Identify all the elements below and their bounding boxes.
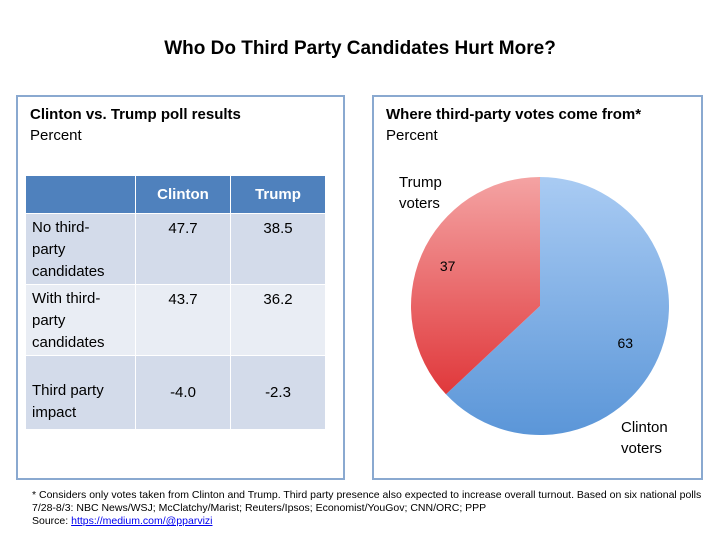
trump-value: -2.3 (230, 355, 326, 430)
label-line: voters (621, 440, 662, 457)
pie-chart: 63 37 (411, 177, 669, 435)
table-row: No third- party candidates 47.7 38.5 (25, 213, 326, 285)
row-label-line: Third party (32, 382, 104, 399)
trump-voters-label: Trump voters (399, 172, 442, 214)
label-line: Trump (399, 174, 442, 191)
page-title: Who Do Third Party Candidates Hurt More? (164, 38, 556, 59)
clinton-value: 43.7 (135, 284, 231, 356)
source-label: Source: (32, 515, 72, 527)
pie-subtitle: Percent (386, 127, 438, 144)
label-line: voters (399, 195, 440, 212)
trump-value: 38.5 (230, 213, 326, 285)
row-label-line: No third- (32, 219, 90, 236)
table-row: Third party impact -4.0 -2.3 (25, 355, 326, 430)
label-line: Clinton (621, 419, 668, 436)
table-subtitle: Percent (30, 127, 82, 144)
row-label: No third- party candidates (25, 213, 136, 285)
row-label-line: candidates (32, 263, 105, 280)
table-title: Clinton vs. Trump poll results (30, 106, 241, 123)
source-link[interactable]: https://medium.com/@pparvizi (71, 515, 213, 527)
clinton-slice-value: 63 (617, 335, 633, 351)
poll-results-panel: Clinton vs. Trump poll results Percent C… (16, 95, 345, 480)
clinton-value: 47.7 (135, 213, 231, 285)
pie-chart-panel: Where third-party votes come from* Perce… (372, 95, 703, 480)
row-label-line: candidates (32, 334, 105, 351)
clinton-value: -4.0 (135, 355, 231, 430)
clinton-slice (445, 177, 669, 435)
clinton-voters-label: Clinton voters (621, 417, 668, 459)
pie-title: Where third-party votes come from* (386, 106, 642, 123)
row-label-line: With third- (32, 290, 101, 307)
row-label: With third- party candidates (25, 284, 136, 356)
table-row: With third- party candidates 43.7 36.2 (25, 284, 326, 356)
footnote-text: * Considers only votes taken from Clinto… (32, 489, 702, 514)
trump-slice-value: 37 (440, 258, 456, 274)
footnote: * Considers only votes taken from Clinto… (32, 489, 702, 528)
trump-slice (411, 177, 540, 395)
row-label-line: impact (32, 404, 77, 421)
row-label-line: party (32, 312, 66, 329)
header-clinton: Clinton (135, 175, 231, 214)
header-blank (25, 175, 136, 214)
row-label: Third party impact (25, 355, 136, 430)
header-trump: Trump (230, 175, 326, 214)
poll-results-table: Clinton Trump No third- party candidates… (25, 175, 326, 430)
row-label-line: party (32, 241, 66, 258)
table-header-row: Clinton Trump (25, 175, 326, 214)
trump-value: 36.2 (230, 284, 326, 356)
